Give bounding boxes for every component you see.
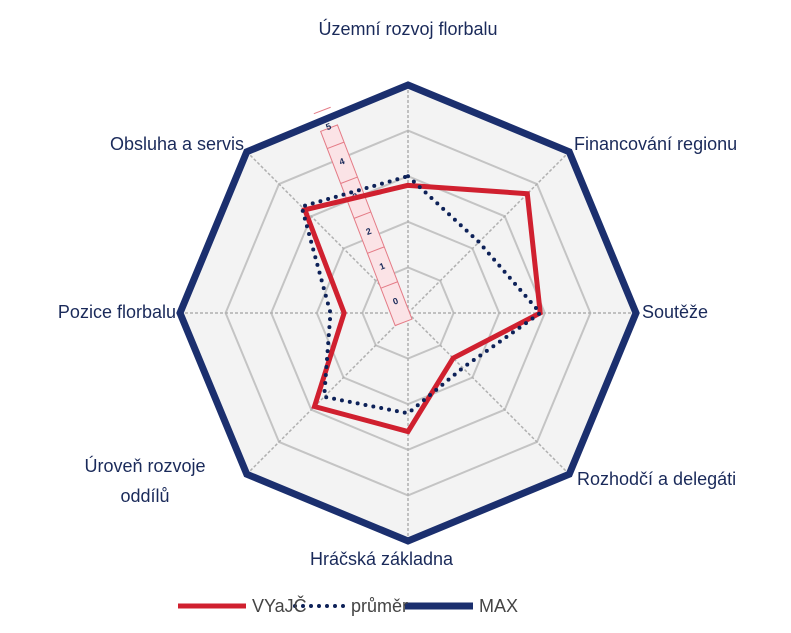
y-tick-label: 1 bbox=[378, 261, 386, 272]
category-label: Rozhodčí a delegáti bbox=[577, 469, 737, 489]
scale-box bbox=[319, 124, 413, 327]
category-label: Obsluha a servis bbox=[109, 134, 244, 154]
y-tick-label: 5 bbox=[324, 121, 332, 132]
category-label: Financování regionu bbox=[574, 134, 738, 154]
legend-label: VYaJČ bbox=[252, 596, 307, 616]
y-tick-label: 2 bbox=[365, 226, 373, 237]
y-tick-label: 0 bbox=[391, 296, 399, 307]
y-tick-label: 4 bbox=[338, 156, 346, 167]
tick-mark bbox=[380, 281, 398, 289]
series-line bbox=[176, 81, 640, 545]
category-label: Hráčská základna bbox=[310, 549, 454, 569]
category-label: Územní rozvoj florbalu bbox=[318, 19, 498, 39]
category-label: Pozice florbalu bbox=[57, 302, 176, 322]
series-line bbox=[301, 182, 543, 435]
axis-line bbox=[407, 312, 570, 475]
tick-mark bbox=[340, 176, 358, 184]
legend-label: MAX bbox=[479, 596, 519, 616]
category-label: Úroveň rozvoje oddílů bbox=[84, 456, 206, 506]
axis-line bbox=[407, 151, 570, 314]
tick-mark bbox=[367, 246, 385, 254]
legend-label: průměr bbox=[351, 596, 409, 616]
tick-mark bbox=[353, 211, 372, 219]
tick-mark bbox=[327, 141, 345, 150]
axis-line bbox=[246, 312, 409, 475]
category-label: Soutěže bbox=[642, 302, 709, 322]
series-line bbox=[299, 173, 544, 416]
tick-mark bbox=[313, 106, 331, 115]
